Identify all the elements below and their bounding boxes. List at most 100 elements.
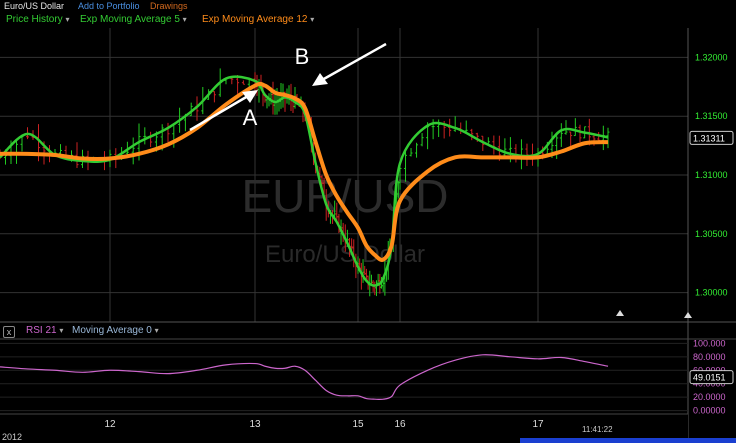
- close-icon[interactable]: x: [3, 326, 15, 338]
- rsi-last-label: 49.0151: [693, 373, 726, 383]
- rsi-menu[interactable]: RSI 21 ▾: [26, 323, 63, 339]
- moving-averages: [0, 75, 609, 287]
- price-bar: [481, 135, 485, 151]
- price-bar: [241, 80, 245, 85]
- ema12-line: [0, 81, 609, 263]
- price-bar: [573, 118, 577, 137]
- rsi-axis: 0.0000020.000040.000060.000080.0000100.0…: [689, 338, 734, 416]
- price-bar: [420, 133, 424, 147]
- ema5-label: Exp Moving Average 5: [80, 14, 180, 25]
- price-bar: [470, 128, 474, 141]
- annotation-b-label: B: [295, 44, 310, 69]
- price-bar: [265, 98, 269, 109]
- add-to-portfolio-link[interactable]: Add to Portfolio: [78, 1, 140, 11]
- annotation-a: A: [189, 90, 258, 132]
- price-axis: 1.30000 1.30500 1.31000 1.31500 1.32000 1.313…: [689, 52, 734, 298]
- time-tick-label: 17: [532, 419, 544, 430]
- price-bar: [464, 120, 468, 134]
- annotation-a-label: A: [243, 105, 258, 130]
- price-bar: [559, 123, 563, 147]
- price-bar: [236, 74, 240, 94]
- chevron-down-icon: ▾: [154, 326, 159, 335]
- arrow-b-head-icon: [312, 73, 328, 86]
- price-bar: [230, 77, 234, 85]
- price-bar: [569, 131, 573, 147]
- instrument-title: Euro/US Dollar: [4, 1, 65, 11]
- arrow-a-line: [189, 94, 249, 132]
- price-bar: [166, 122, 170, 143]
- arrow-a-head-icon: [242, 90, 258, 103]
- time-tick-label: 16: [394, 419, 406, 430]
- price-bar: [143, 127, 147, 145]
- rsi-legend-bar: RSI 21 ▾ Moving Average 0 ▾: [0, 323, 736, 339]
- price-history-menu[interactable]: Price History ▾: [6, 12, 69, 28]
- price-tick-label: 1.31500: [695, 111, 728, 121]
- price-bar: [519, 139, 523, 170]
- price-bar: [189, 102, 193, 117]
- price-bar: [373, 281, 377, 296]
- watermark-symbol: EUR/USD: [241, 170, 448, 222]
- price-bar: [578, 124, 582, 143]
- price-bar: [601, 125, 605, 151]
- price-bar: [398, 164, 402, 190]
- axis-scroll-marker-icon[interactable]: [684, 312, 692, 318]
- price-tick-label: 1.31000: [695, 170, 728, 180]
- scrollbar-thumb[interactable]: [520, 438, 736, 443]
- rsi-series: [0, 354, 609, 401]
- time-label: 11:41:22: [582, 425, 613, 434]
- price-bar: [448, 118, 452, 137]
- price-tick-label: 1.30000: [695, 288, 728, 298]
- rsi-label: RSI 21: [26, 325, 57, 336]
- ema5-line: [0, 75, 609, 287]
- scroll-up-marker-icon[interactable]: [616, 310, 624, 316]
- last-price-label: 1.31311: [693, 133, 725, 143]
- last-price-box: [689, 130, 734, 145]
- price-bar: [374, 280, 378, 297]
- rsi-line: [0, 354, 609, 401]
- price-bar: [404, 147, 408, 182]
- year-label: 2012: [2, 432, 22, 442]
- chevron-down-icon: ▾: [182, 15, 187, 24]
- ema12-menu[interactable]: Exp Moving Average 12 ▾: [202, 12, 314, 28]
- indicator-legend-bar: Price History ▾ Exp Moving Average 5 ▾ E…: [0, 12, 736, 28]
- ema5-menu[interactable]: Exp Moving Average 5 ▾: [80, 12, 187, 28]
- arrow-b-line: [321, 42, 387, 82]
- ema12-label: Exp Moving Average 12: [202, 14, 308, 25]
- rsi-tick-label: 0.00000: [693, 406, 726, 416]
- drawings-link[interactable]: Drawings: [150, 1, 188, 11]
- price-bar: [149, 131, 153, 148]
- price-bar: [415, 142, 419, 158]
- rsi-grid: [0, 338, 736, 412]
- time-tick-label: 12: [104, 419, 116, 430]
- price-tick-label: 1.30500: [695, 229, 728, 239]
- top-info-bar: Euro/US Dollar Add to Portfolio Drawings: [0, 0, 736, 12]
- price-bar: [564, 120, 568, 135]
- price-history-label: Price History: [6, 14, 63, 25]
- price-bar: [271, 81, 275, 115]
- rsi-ma-label: Moving Average 0: [72, 325, 152, 336]
- time-tick-label: 15: [352, 419, 364, 430]
- time-tick-label: 13: [249, 419, 261, 430]
- chevron-down-icon: ▾: [310, 15, 315, 24]
- annotation-b: B: [295, 42, 387, 86]
- rsi-tick-label: 100.000: [693, 338, 726, 348]
- rsi-tick-label: 20.0000: [693, 392, 726, 402]
- price-bar: [459, 122, 463, 134]
- rsi-tick-label: 80.0000: [693, 352, 726, 362]
- price-bar: [514, 144, 518, 163]
- time-axis: 12 13 15 16 17 2012 11:41:22: [0, 413, 736, 443]
- price-bar: [212, 91, 216, 103]
- rsi-last-box: [689, 370, 734, 385]
- price-bar: [277, 94, 281, 112]
- price-bar: [492, 135, 496, 155]
- rsi-ma-menu[interactable]: Moving Average 0 ▾: [72, 323, 159, 339]
- price-bar: [131, 137, 135, 165]
- chevron-down-icon: ▾: [65, 15, 70, 24]
- chart-grid: [0, 28, 736, 443]
- price-tick-label: 1.32000: [695, 52, 728, 62]
- price-bar: [75, 142, 79, 169]
- price-bar: [606, 127, 610, 149]
- price-bar: [409, 148, 413, 157]
- chevron-down-icon: ▾: [59, 326, 64, 335]
